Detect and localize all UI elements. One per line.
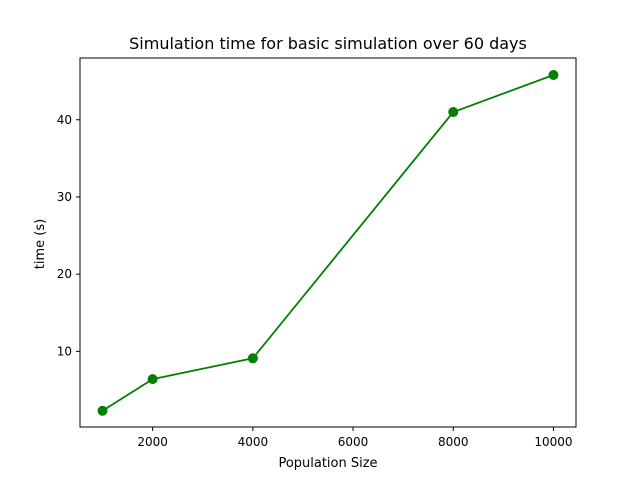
y-tick-label: 20 xyxy=(57,267,72,281)
data-point xyxy=(247,353,258,364)
data-point xyxy=(548,69,559,80)
y-axis-label: time (s) xyxy=(33,219,48,269)
plot-area: 2000 4000 6000 8000 10000 10 20 30 40 xyxy=(57,57,577,449)
x-tick-label: 4000 xyxy=(238,435,269,449)
y-tick-label: 30 xyxy=(57,190,72,204)
data-point xyxy=(147,374,158,385)
x-tick-label: 8000 xyxy=(438,435,469,449)
x-tick-label: 2000 xyxy=(137,435,168,449)
data-point xyxy=(97,405,108,416)
axes-frame xyxy=(79,57,577,428)
x-tick-label: 10000 xyxy=(534,435,572,449)
y-tick-label: 10 xyxy=(57,344,72,358)
data-point xyxy=(448,107,459,118)
x-tick-label: 6000 xyxy=(338,435,369,449)
chart-title: Simulation time for basic simulation ove… xyxy=(129,34,527,53)
y-tick-label: 40 xyxy=(57,113,72,127)
x-axis-label: Population Size xyxy=(278,456,377,471)
